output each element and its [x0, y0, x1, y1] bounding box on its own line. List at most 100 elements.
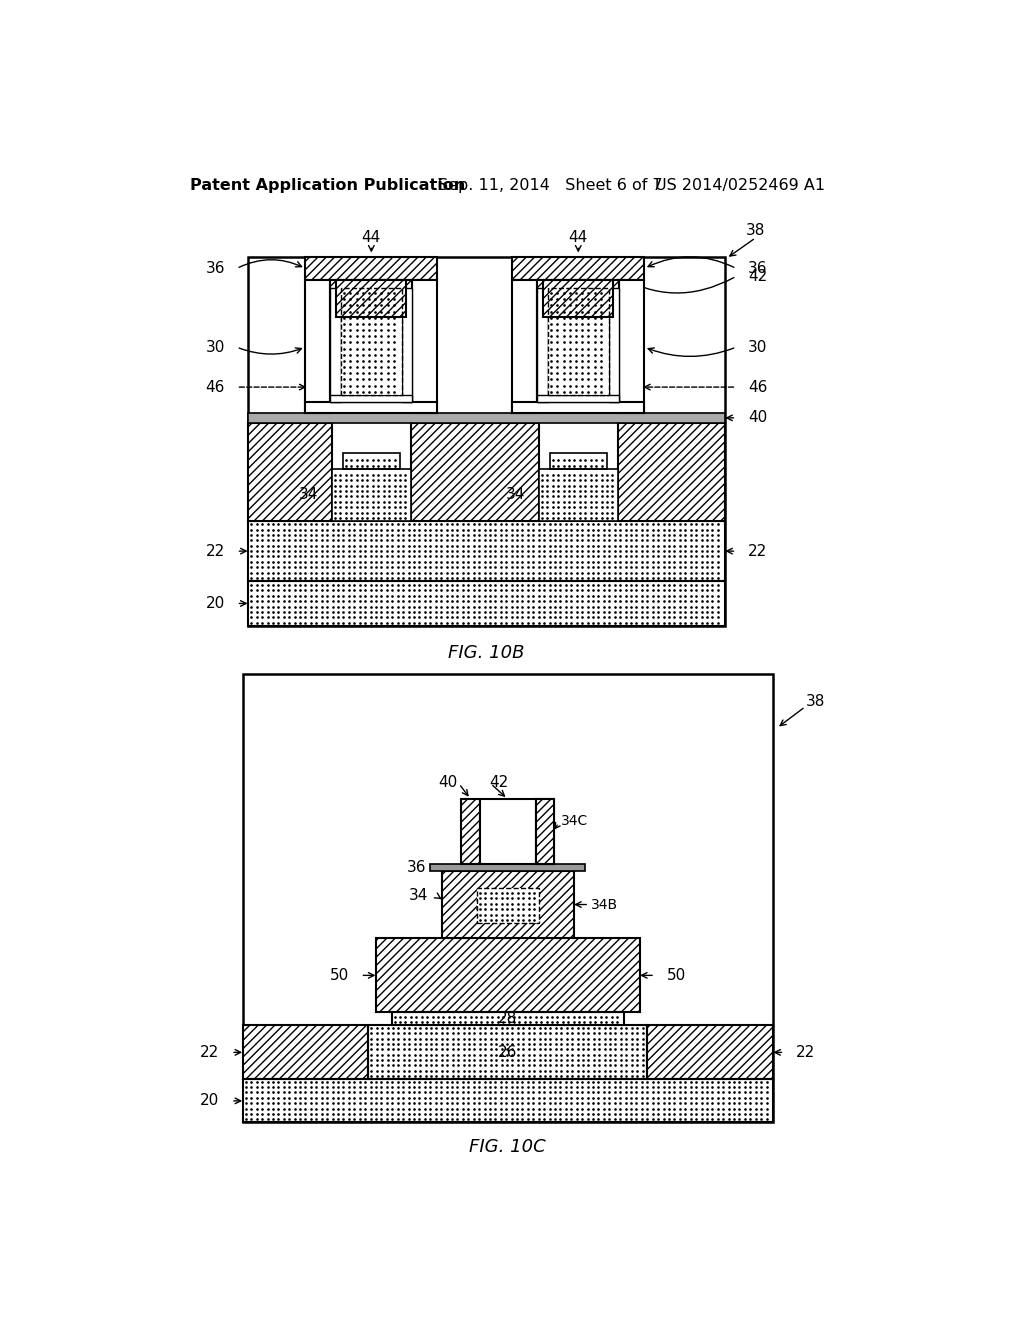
Text: 44: 44: [568, 230, 588, 246]
Text: Sep. 11, 2014   Sheet 6 of 7: Sep. 11, 2014 Sheet 6 of 7: [438, 178, 663, 193]
Text: FIG. 10C: FIG. 10C: [469, 1138, 546, 1156]
Bar: [305, 280, 331, 413]
Bar: [538, 280, 620, 403]
Text: 22: 22: [201, 1045, 219, 1060]
Bar: [620, 280, 644, 413]
Text: 38: 38: [746, 223, 765, 238]
Text: 20: 20: [201, 1093, 219, 1109]
Text: 36: 36: [206, 261, 225, 276]
Bar: [536, 799, 554, 865]
Bar: [248, 257, 725, 626]
Text: 28: 28: [568, 454, 588, 469]
Bar: [248, 521, 725, 581]
Bar: [536, 799, 554, 865]
Text: 40: 40: [438, 775, 458, 789]
Bar: [548, 288, 608, 395]
Text: 46: 46: [748, 380, 767, 395]
Text: 22: 22: [796, 1045, 815, 1060]
Text: 46: 46: [206, 380, 225, 395]
Bar: [391, 1011, 624, 1026]
Bar: [341, 288, 401, 395]
Bar: [332, 469, 411, 521]
Bar: [539, 469, 617, 521]
Text: 46: 46: [512, 907, 529, 921]
Bar: [617, 422, 725, 521]
Bar: [512, 257, 644, 280]
Text: 20: 20: [206, 595, 225, 611]
Text: 26: 26: [568, 487, 588, 503]
Text: 34: 34: [409, 888, 428, 903]
Bar: [369, 1026, 647, 1080]
Text: 30: 30: [748, 339, 767, 355]
Bar: [341, 288, 401, 395]
Bar: [512, 280, 538, 413]
Bar: [430, 865, 586, 871]
Bar: [411, 422, 539, 521]
Bar: [243, 675, 773, 1122]
Bar: [248, 581, 725, 626]
Bar: [248, 521, 725, 581]
Text: 34: 34: [299, 487, 317, 503]
Bar: [337, 280, 407, 317]
Text: 34: 34: [506, 487, 524, 503]
Text: 30: 30: [206, 339, 225, 355]
Text: 50: 50: [667, 968, 686, 983]
Text: 42: 42: [489, 775, 508, 789]
Bar: [332, 469, 411, 521]
Text: 34A: 34A: [474, 899, 502, 913]
Text: Patent Application Publication: Patent Application Publication: [190, 178, 465, 193]
Text: 34C: 34C: [560, 813, 588, 828]
Text: 36: 36: [407, 861, 426, 875]
Text: 28: 28: [361, 454, 381, 469]
Text: 34A: 34A: [309, 350, 336, 363]
Bar: [477, 888, 539, 923]
Bar: [248, 413, 725, 422]
Bar: [248, 581, 725, 626]
Bar: [539, 469, 617, 521]
Bar: [413, 280, 437, 413]
Bar: [477, 888, 539, 923]
Bar: [461, 799, 480, 865]
Text: 34A: 34A: [516, 350, 544, 363]
Bar: [331, 280, 413, 403]
Text: 44: 44: [361, 230, 381, 246]
Bar: [369, 1026, 647, 1080]
Bar: [544, 280, 613, 317]
Text: 26: 26: [361, 487, 381, 503]
Bar: [343, 453, 400, 469]
Bar: [608, 288, 620, 403]
Text: 26: 26: [498, 1045, 517, 1060]
Text: 34B: 34B: [383, 350, 410, 363]
Text: US 2014/0252469 A1: US 2014/0252469 A1: [655, 178, 825, 193]
Bar: [550, 453, 607, 469]
Bar: [550, 453, 607, 469]
Text: FIG. 10B: FIG. 10B: [447, 644, 524, 661]
Bar: [512, 403, 644, 413]
Bar: [376, 939, 640, 1011]
Bar: [243, 1080, 773, 1122]
Bar: [331, 395, 413, 403]
Bar: [401, 288, 413, 403]
Bar: [305, 257, 437, 280]
Bar: [343, 453, 400, 469]
Bar: [243, 1026, 369, 1080]
Bar: [647, 1026, 773, 1080]
Text: 34B: 34B: [591, 898, 617, 912]
Text: 40: 40: [748, 411, 767, 425]
Text: 34B: 34B: [590, 350, 617, 363]
Bar: [243, 1080, 773, 1122]
Text: 36: 36: [748, 261, 768, 276]
Bar: [548, 288, 608, 395]
Text: 22: 22: [206, 544, 225, 558]
Bar: [538, 395, 620, 403]
Bar: [480, 799, 536, 865]
Bar: [538, 288, 548, 403]
Bar: [391, 1011, 624, 1026]
Bar: [331, 288, 341, 403]
Text: 38: 38: [806, 694, 825, 709]
Bar: [248, 422, 332, 521]
Text: 22: 22: [748, 544, 767, 558]
Text: 42: 42: [748, 269, 767, 284]
Bar: [305, 403, 437, 413]
Bar: [442, 871, 573, 939]
